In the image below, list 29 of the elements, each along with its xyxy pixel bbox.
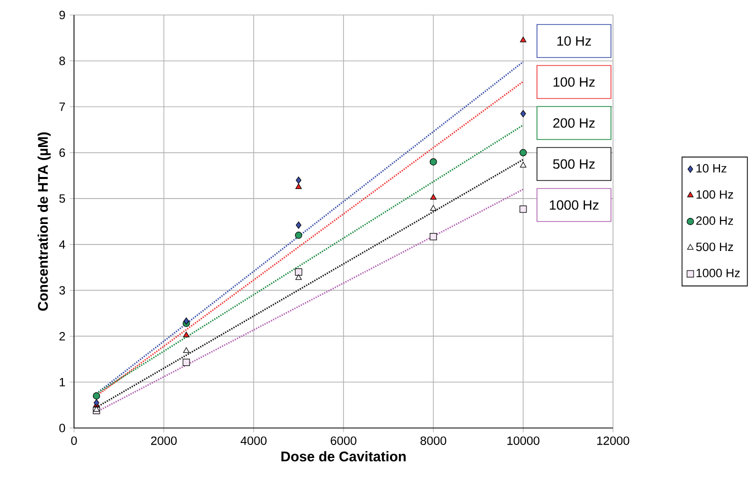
x-tick-label: 12000 (597, 436, 630, 445)
y-axis-title: Concentration de HTA (µM) (38, 132, 51, 311)
x-tick-label: 8000 (420, 436, 446, 445)
legend-label: 10 Hz (696, 164, 726, 173)
y-tick-label: 5 (59, 194, 66, 203)
text: 10 Hz (557, 36, 591, 46)
legend-label: 500 Hz (696, 242, 734, 252)
legend-label: 100 Hz (696, 190, 734, 199)
y-tick-label: 7 (59, 102, 65, 111)
x-tick-label: 2000 (151, 436, 177, 445)
legend-label: 200 Hz (696, 216, 734, 225)
text: 1000 Hz (550, 200, 598, 210)
x-tick-label: 0 (71, 436, 77, 445)
y-tick-label: 6 (59, 148, 66, 157)
x-tick-label: 10000 (507, 436, 540, 445)
y-tick-label: 2 (59, 332, 65, 340)
text: 100 Hz (554, 77, 595, 87)
x-tick-label: 6000 (330, 436, 356, 445)
y-tick-label: 9 (59, 10, 65, 20)
y-tick-label: 8 (59, 56, 66, 66)
text: 200 Hz (553, 118, 595, 128)
text: 500 Hz (553, 159, 595, 169)
x-axis-title: Dose de Cavitation (281, 451, 406, 462)
y-tick-label: 0 (59, 424, 66, 432)
y-tick-label: 4 (59, 240, 66, 249)
legend-label: 1000 Hz (696, 268, 740, 278)
x-tick-label: 4000 (240, 436, 267, 445)
y-tick-label: 1 (60, 378, 65, 386)
y-tick-label: 3 (59, 286, 66, 295)
